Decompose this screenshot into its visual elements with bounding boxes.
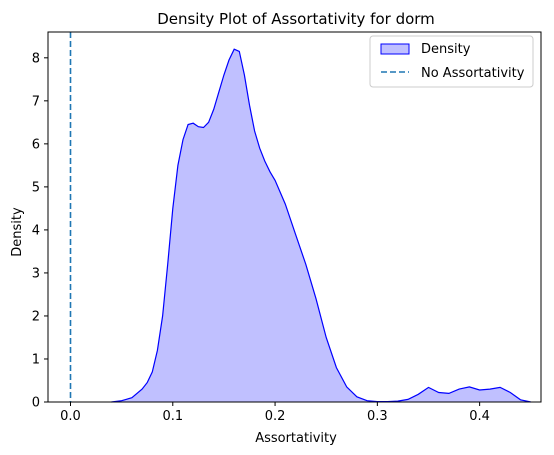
y-tick-label: 1 [32,352,40,367]
y-tick-label: 4 [32,223,40,238]
y-tick-label: 8 [32,51,40,66]
legend-no-assortativity-label: No Assortativity [421,66,525,81]
plot-layer [69,32,531,403]
chart-title: Density Plot of Assortativity for dorm [157,10,435,28]
y-tick-label: 3 [32,266,40,281]
legend-density-label: Density [421,42,471,57]
x-tick-label: 0.2 [265,409,286,424]
legend-density-swatch [380,43,410,55]
x-tick-label: 0.3 [367,409,388,424]
density-area [111,49,531,402]
x-tick-label: 0.0 [60,409,81,424]
x-tick-label: 0.1 [162,409,183,424]
legend-frame [369,35,534,88]
axes-layer: 0.0 0.1 0.2 0.3 0.4 0 1 2 3 4 5 6 7 8 [32,31,542,424]
plot-frame [47,31,542,403]
y-tick-label: 7 [32,94,40,109]
y-axis-label: Density [10,207,25,257]
y-tick-label: 5 [32,180,40,195]
y-tick-label: 6 [32,137,40,152]
y-tick-label: 0 [32,396,40,411]
legend: Density No Assortativity [369,35,534,88]
x-tick-label: 0.4 [469,409,490,424]
x-axis-label: Assortativity [255,431,337,446]
density-curve [111,48,531,403]
y-tick-label: 2 [32,309,40,324]
